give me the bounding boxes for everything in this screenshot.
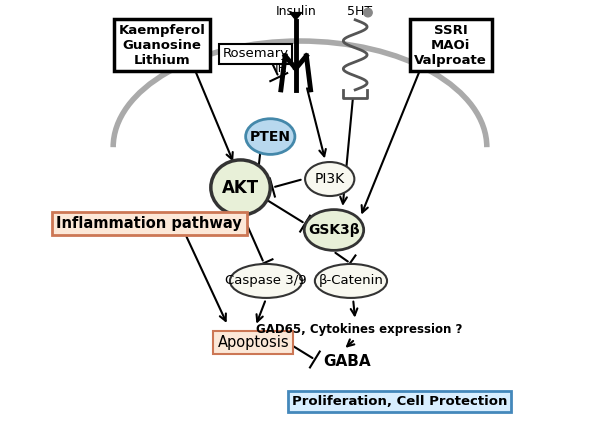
- Ellipse shape: [211, 160, 270, 215]
- Text: GABA: GABA: [323, 354, 371, 369]
- Ellipse shape: [304, 210, 364, 250]
- Text: AKT: AKT: [222, 178, 259, 196]
- Text: Caspase 3/9: Caspase 3/9: [225, 274, 307, 288]
- Text: Proliferation, Cell Protection: Proliferation, Cell Protection: [292, 395, 508, 409]
- Text: IR: IR: [275, 62, 287, 75]
- Circle shape: [364, 9, 372, 17]
- Ellipse shape: [245, 119, 295, 154]
- Text: Apoptosis: Apoptosis: [217, 335, 289, 350]
- Text: PTEN: PTEN: [250, 130, 291, 144]
- Text: Insulin: Insulin: [275, 5, 316, 18]
- Text: β-Catenin: β-Catenin: [319, 274, 383, 288]
- Text: 5HT: 5HT: [347, 5, 372, 18]
- Ellipse shape: [315, 264, 387, 298]
- Text: PI3K: PI3K: [314, 172, 345, 186]
- Text: Inflammation pathway: Inflammation pathway: [56, 216, 242, 231]
- Text: GAD65, Cytokines expression ?: GAD65, Cytokines expression ?: [256, 323, 463, 336]
- Text: SSRI
MAOi
Valproate: SSRI MAOi Valproate: [415, 24, 487, 67]
- Text: GSK3β: GSK3β: [308, 223, 360, 237]
- Text: Rosemary: Rosemary: [223, 47, 289, 60]
- Ellipse shape: [230, 264, 302, 298]
- Ellipse shape: [305, 162, 355, 196]
- Text: Kaempferol
Guanosine
Lithium: Kaempferol Guanosine Lithium: [119, 24, 205, 67]
- Polygon shape: [290, 13, 302, 20]
